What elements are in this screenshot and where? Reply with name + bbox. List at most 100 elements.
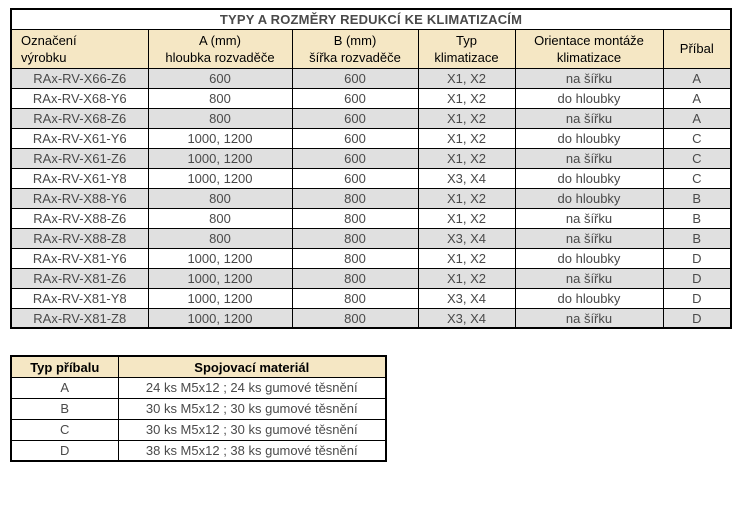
table-cell: 600 (291, 67, 419, 89)
table-cell: C (662, 147, 732, 169)
table-row: A 24 ks M5x12 ; 24 ks gumové těsnění (10, 376, 387, 399)
accessory-material-table: Typ příbalu Spojovací materiál A 24 ks M5… (10, 355, 387, 463)
table-cell: RAx-RV-X61-Z6 (10, 147, 149, 169)
table-cell: na šířku (514, 227, 664, 249)
table-cell: 1000, 1200 (147, 307, 293, 329)
table-row: RAx-RV-X61-Y6 1000, 1200 600 X1, X2 do hloub… (10, 127, 732, 149)
page-title: TYPY A ROZMĚRY REDUKCÍ KE KLIMATIZACÍM (10, 8, 732, 30)
table-cell: 1000, 1200 (147, 247, 293, 269)
table-row: RAx-RV-X81-Z6 1000, 1200 800 X1, X2 na šířku… (10, 267, 732, 289)
table-cell: 1000, 1200 (147, 127, 293, 149)
table-cell: RAx-RV-X61-Y6 (10, 127, 149, 149)
table-cell: X1, X2 (417, 267, 516, 289)
table-cell: 30 ks M5x12 ; 30 ks gumové těsnění (117, 397, 387, 420)
table-cell: 600 (291, 167, 419, 189)
table-cell: 800 (147, 187, 293, 209)
table-cell: A (662, 67, 732, 89)
title-row: TYPY A ROZMĚRY REDUKCÍ KE KLIMATIZACÍM (10, 8, 732, 30)
table-cell: D (662, 307, 732, 329)
table-cell: 38 ks M5x12 ; 38 ks gumové těsnění (117, 439, 387, 462)
table-cell: X3, X4 (417, 287, 516, 309)
table-cell: 24 ks M5x12 ; 24 ks gumové těsnění (117, 376, 387, 399)
table-cell: A (662, 87, 732, 109)
table-row: C 30 ks M5x12 ; 30 ks gumové těsnění (10, 418, 387, 441)
table-cell: B (662, 207, 732, 229)
table-cell: 600 (291, 87, 419, 109)
table-cell: 1000, 1200 (147, 167, 293, 189)
table-cell: 30 ks M5x12 ; 30 ks gumové těsnění (117, 418, 387, 441)
table-cell: 800 (291, 287, 419, 309)
accessory-table-body: A 24 ks M5x12 ; 24 ks gumové těsnění B 30 k… (10, 376, 387, 462)
table-cell: RAx-RV-X61-Y8 (10, 167, 149, 189)
table-cell: 600 (291, 127, 419, 149)
table-cell: RAx-RV-X88-Z8 (10, 227, 149, 249)
table-cell: D (10, 439, 119, 462)
table-cell: 800 (147, 107, 293, 129)
table-cell: 600 (291, 147, 419, 169)
table-cell: do hloubky (514, 167, 664, 189)
table-row: RAx-RV-X61-Z6 1000, 1200 600 X1, X2 na šířku… (10, 147, 732, 169)
table-row: RAx-RV-X88-Z8 800 800 X3, X4 na šířku B (10, 227, 732, 249)
table-cell: 1000, 1200 (147, 287, 293, 309)
table-cell: A (10, 376, 119, 399)
table-cell: do hloubky (514, 287, 664, 309)
page: TYPY A ROZMĚRY REDUKCÍ KE KLIMATIZACÍM O… (10, 8, 733, 463)
table-cell: na šířku (514, 267, 664, 289)
table-cell: C (662, 167, 732, 189)
table-cell: X1, X2 (417, 67, 516, 89)
column-header-b-mm-sirka: B (mm) šířka rozvaděče (291, 28, 419, 69)
table-cell: D (662, 267, 732, 289)
table-cell: RAx-RV-X88-Z6 (10, 207, 149, 229)
table-cell: A (662, 107, 732, 129)
column-header-pribal: Příbal (662, 28, 732, 69)
table-cell: na šířku (514, 207, 664, 229)
table-row: RAx-RV-X68-Y6 800 600 X1, X2 do hloubky A (10, 87, 732, 109)
table-cell: 800 (147, 227, 293, 249)
table-row: RAx-RV-X81-Y8 1000, 1200 800 X3, X4 do hloub… (10, 287, 732, 309)
table-cell: 800 (291, 267, 419, 289)
table-cell: 600 (291, 107, 419, 129)
column-header-a-mm-hloubka: A (mm) hloubka rozvaděče (147, 28, 293, 69)
table-cell: X3, X4 (417, 307, 516, 329)
table-cell: B (662, 187, 732, 209)
table-cell: X1, X2 (417, 207, 516, 229)
table-cell: 1000, 1200 (147, 147, 293, 169)
column-header-oznaceni-vyrobku: Označení výrobku (10, 28, 149, 69)
table-cell: RAx-RV-X88-Y6 (10, 187, 149, 209)
table-cell: RAx-RV-X81-Z6 (10, 267, 149, 289)
table-cell: D (662, 247, 732, 269)
table-cell: X1, X2 (417, 187, 516, 209)
table-cell: RAx-RV-X66-Z6 (10, 67, 149, 89)
table-cell: 800 (291, 227, 419, 249)
table-cell: na šířku (514, 147, 664, 169)
table-cell: X3, X4 (417, 227, 516, 249)
table-row: B 30 ks M5x12 ; 30 ks gumové těsnění (10, 397, 387, 420)
table-cell: 800 (291, 247, 419, 269)
table-row: RAx-RV-X81-Z8 1000, 1200 800 X3, X4 na šířku… (10, 307, 732, 329)
table-cell: 1000, 1200 (147, 267, 293, 289)
column-header-typ-pribalu: Typ příbalu (10, 355, 119, 378)
table-cell: RAx-RV-X68-Y6 (10, 87, 149, 109)
table-cell: RAx-RV-X68-Z6 (10, 107, 149, 129)
table-cell: X1, X2 (417, 87, 516, 109)
table-cell: B (662, 227, 732, 249)
reduction-types-table: TYPY A ROZMĚRY REDUKCÍ KE KLIMATIZACÍM O… (10, 8, 733, 330)
table-row: RAx-RV-X88-Z6 800 800 X1, X2 na šířku B (10, 207, 732, 229)
main-table-header-row: Označení výrobku A (mm) hloubka rozvaděč… (10, 28, 732, 69)
table-cell: na šířku (514, 67, 664, 89)
table-cell: X1, X2 (417, 107, 516, 129)
column-header-typ-klimatizace: Typ klimatizace (417, 28, 516, 69)
table-cell: 800 (147, 87, 293, 109)
table-cell: 600 (147, 67, 293, 89)
table-cell: do hloubky (514, 247, 664, 269)
table-cell: RAx-RV-X81-Y8 (10, 287, 149, 309)
table-cell: X3, X4 (417, 167, 516, 189)
accessory-table-header-row: Typ příbalu Spojovací materiál (10, 355, 387, 378)
column-header-orientace-montaze: Orientace montáže klimatizace (514, 28, 664, 69)
table-cell: X1, X2 (417, 147, 516, 169)
table-cell: D (662, 287, 732, 309)
main-table-body: RAx-RV-X66-Z6 600 600 X1, X2 na šířku A RAx-RV… (10, 67, 732, 329)
table-cell: X1, X2 (417, 247, 516, 269)
table-row: RAx-RV-X66-Z6 600 600 X1, X2 na šířku A (10, 67, 732, 89)
table-cell: 800 (147, 207, 293, 229)
